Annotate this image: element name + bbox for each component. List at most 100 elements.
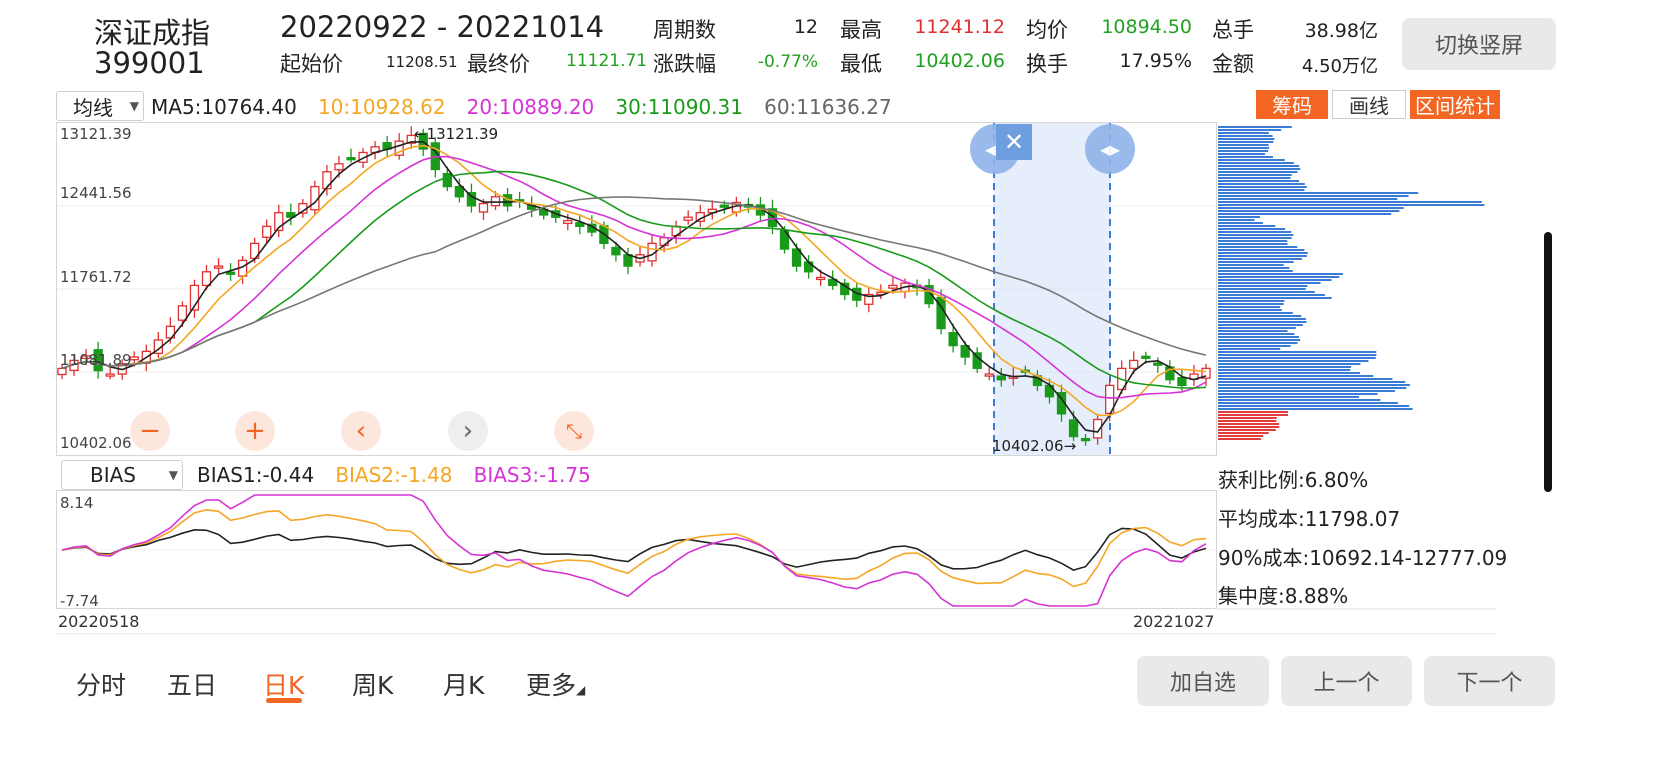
- candle-body: [816, 276, 826, 281]
- chip-bar: [1218, 177, 1291, 179]
- candle-body: [382, 142, 392, 150]
- chip-bar: [1218, 183, 1305, 185]
- chip-bar: [1218, 195, 1409, 197]
- tab-five-day[interactable]: 五日: [167, 671, 218, 700]
- chip-bar: [1218, 192, 1419, 194]
- candle-body: [1117, 367, 1127, 391]
- ma60-value: 60:11636.27: [764, 95, 892, 119]
- reset-zoom-button[interactable]: ⤡: [554, 411, 594, 451]
- candle-body: [575, 222, 585, 227]
- candle-body: [490, 196, 501, 207]
- concentration: 集中度:8.88%: [1218, 584, 1349, 608]
- switch-orientation-button[interactable]: 切换竖屏: [1402, 18, 1556, 70]
- chip-bar: [1218, 213, 1392, 215]
- chip-bar: [1218, 318, 1306, 320]
- chip-bar: [1218, 321, 1307, 323]
- candle-body: [791, 248, 802, 267]
- chip-bar: [1218, 144, 1269, 146]
- zoom-out-button[interactable]: −: [130, 411, 170, 451]
- ma-line: [61, 155, 1207, 399]
- bias-line: [61, 494, 1207, 607]
- candle-body: [466, 192, 477, 207]
- chip-bar: [1218, 231, 1292, 233]
- chip-bar: [1218, 414, 1288, 416]
- chip-bar: [1218, 408, 1413, 410]
- stat-value-low: 10402.06: [914, 50, 1005, 72]
- candle-body: [418, 132, 428, 150]
- tab-weekly-k[interactable]: 周K: [352, 671, 394, 700]
- add-watchlist-button[interactable]: 加自选: [1137, 656, 1269, 706]
- tab-intraday[interactable]: 分时: [76, 671, 127, 700]
- candle-body: [611, 246, 621, 256]
- range-close-button[interactable]: ✕: [996, 124, 1032, 160]
- chip-bar: [1218, 309, 1282, 311]
- candle-body: [1080, 437, 1091, 442]
- chip-bar: [1218, 198, 1398, 200]
- chip-bar: [1218, 435, 1264, 437]
- candle-body: [743, 203, 754, 208]
- stat-value-periods: 12: [793, 16, 818, 38]
- candle-body: [237, 259, 248, 277]
- chip-bar: [1218, 333, 1295, 335]
- profit-ratio: 获利比例:6.80%: [1218, 468, 1369, 492]
- candle-body: [514, 199, 525, 203]
- chip-bar: [1218, 429, 1276, 431]
- candle-body: [1177, 377, 1187, 387]
- scroll-right-button[interactable]: ›: [448, 411, 488, 451]
- chip-bar: [1218, 264, 1284, 266]
- chip-bar: [1218, 360, 1369, 362]
- candle-body: [141, 350, 151, 364]
- tab-more[interactable]: 更多◢: [526, 666, 585, 702]
- range-end-handle[interactable]: ◂▸: [1085, 124, 1135, 174]
- candle-body: [1153, 362, 1163, 366]
- chip-bar: [1218, 315, 1302, 317]
- chip-bar: [1218, 300, 1285, 302]
- chip-bar: [1218, 351, 1377, 353]
- tab-daily-k[interactable]: 日K: [263, 671, 305, 700]
- chip-bar: [1218, 267, 1290, 269]
- chip-bar: [1218, 330, 1288, 332]
- scroll-left-button[interactable]: ‹: [341, 411, 381, 451]
- candle-body: [996, 375, 1006, 381]
- previous-button[interactable]: 上一个: [1281, 656, 1412, 706]
- start-price-value: 11208.51: [386, 53, 458, 71]
- end-date: 20221027: [1133, 612, 1215, 631]
- candle-body: [876, 291, 886, 296]
- candle-body: [1165, 366, 1175, 381]
- stat-label-periods: 周期数: [653, 18, 716, 42]
- chip-bar: [1218, 216, 1260, 218]
- candle-body: [864, 293, 874, 305]
- candle-body: [370, 146, 380, 154]
- date-range: 20220922 - 20221014: [280, 10, 605, 44]
- zoom-in-button[interactable]: +: [235, 411, 275, 451]
- chips-button[interactable]: 筹码: [1256, 90, 1328, 119]
- chevron-down-icon: ▼: [168, 468, 178, 482]
- stat-value-high: 11241.12: [914, 16, 1005, 38]
- draw-line-button[interactable]: 画线: [1332, 90, 1406, 119]
- scrollbar[interactable]: [1544, 232, 1552, 492]
- tab-monthly-k[interactable]: 月K: [443, 671, 485, 700]
- range-stats-button[interactable]: 区间统计: [1410, 90, 1500, 119]
- chip-bar: [1218, 207, 1404, 209]
- close-icon: ✕: [1003, 128, 1025, 156]
- chip-bar: [1218, 348, 1281, 350]
- next-button[interactable]: 下一个: [1424, 656, 1555, 706]
- ma5-value: MA5:10764.40: [151, 95, 297, 119]
- end-price-value: 11121.71: [566, 51, 648, 71]
- bias-selector[interactable]: BIAS ▼: [61, 460, 183, 490]
- chip-bar: [1218, 225, 1276, 227]
- stat-label-avg: 均价: [1026, 18, 1068, 42]
- chip-bar: [1218, 384, 1410, 386]
- chip-bar: [1218, 279, 1332, 281]
- candle-body: [153, 339, 163, 355]
- chip-bar: [1218, 210, 1400, 212]
- chip-bar: [1218, 381, 1406, 383]
- ma-selector[interactable]: 均线 ▼: [56, 91, 144, 121]
- chip-bar: [1218, 132, 1269, 134]
- chip-bar: [1218, 363, 1361, 365]
- candle-body: [803, 261, 814, 273]
- chip-bar: [1218, 270, 1293, 272]
- candle-body: [105, 373, 115, 377]
- chip-bar: [1218, 396, 1360, 398]
- price-tick: 13121.39: [60, 125, 132, 143]
